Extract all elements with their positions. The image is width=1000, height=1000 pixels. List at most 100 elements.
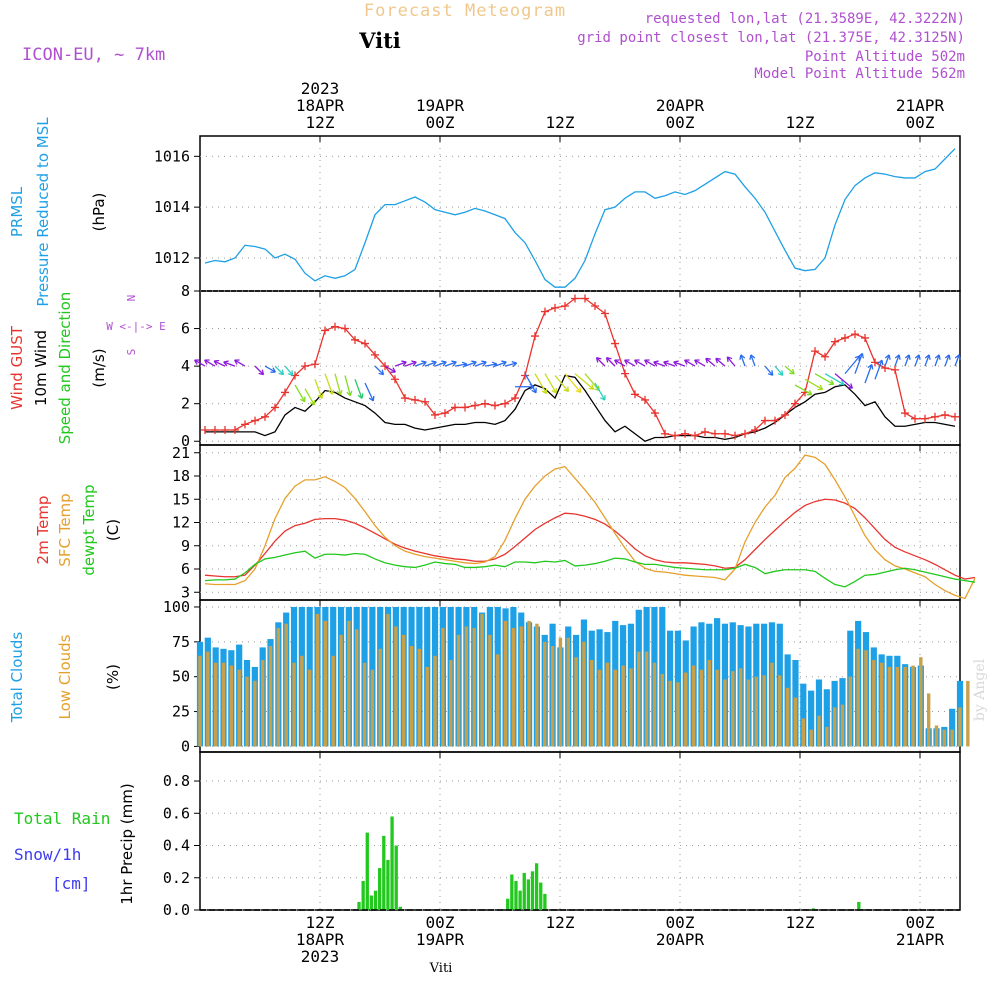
location-title: Viti xyxy=(358,28,401,53)
total-cloud-bar xyxy=(823,689,830,747)
wind-arrow-head xyxy=(368,395,375,402)
y-tick-label: 75 xyxy=(172,633,190,651)
low-cloud-bar xyxy=(817,715,821,747)
wind-arrow xyxy=(794,384,813,396)
series-line xyxy=(205,297,956,437)
wind-arrow xyxy=(494,361,507,367)
low-cloud-bar xyxy=(394,626,398,747)
series-line xyxy=(204,498,976,580)
data-point xyxy=(431,410,439,419)
wind-arrow-head xyxy=(270,367,276,373)
low-cloud-bar xyxy=(684,672,688,747)
rain-bar xyxy=(369,895,374,910)
wind-arrow xyxy=(204,359,216,367)
wind-arrow xyxy=(234,359,246,367)
wind-arrow xyxy=(705,357,716,367)
rain-bar xyxy=(378,868,382,910)
low-cloud-bar xyxy=(464,626,469,747)
wind-arrow xyxy=(294,384,306,403)
wind-arrow-head xyxy=(806,389,813,396)
low-cloud-bar xyxy=(887,666,892,747)
low-cloud-bar xyxy=(793,697,798,747)
wind-arrow-head xyxy=(511,361,518,368)
wind-arrow-head xyxy=(551,388,557,394)
low-cloud-bar xyxy=(409,646,414,747)
low-cloud-bar xyxy=(825,726,829,747)
wind-arrow-head xyxy=(663,360,669,367)
wind-arrow xyxy=(464,361,477,367)
top-time-label: 12Z xyxy=(786,113,815,132)
low-cloud-bar xyxy=(958,707,962,747)
wind-arrow-head xyxy=(634,359,640,365)
bottom-time-label: 00Z xyxy=(906,913,935,932)
low-cloud-bar xyxy=(449,659,453,747)
low-cloud-bar xyxy=(268,646,273,747)
low-cloud-bar xyxy=(527,620,531,747)
series-sfc-temp xyxy=(204,454,976,600)
top-time-label: 20APR xyxy=(656,96,705,115)
cloud-label: (%) xyxy=(104,664,122,690)
wind-arrow xyxy=(484,363,497,367)
wind-arrow xyxy=(554,375,569,392)
data-point xyxy=(571,294,579,303)
data-point xyxy=(621,369,629,378)
top-time-label: 00Z xyxy=(426,113,455,132)
bottom-time-label: 00Z xyxy=(666,913,695,932)
data-point xyxy=(361,339,369,348)
panel-frame xyxy=(199,599,961,753)
wind-arrow xyxy=(304,388,315,406)
wind-arrow-head xyxy=(789,368,795,375)
y-tick-label: 50 xyxy=(172,668,190,686)
compass-rose: N W <-|-> E S xyxy=(106,295,166,356)
wind-arrow xyxy=(854,353,863,374)
low-cloud-bar xyxy=(511,627,516,747)
wind-arrow-head xyxy=(767,370,774,376)
low-cloud-bar xyxy=(715,669,719,747)
wind-arrow-head xyxy=(705,357,711,364)
low-cloud-bar xyxy=(832,707,837,747)
y-tick-label: 25 xyxy=(172,703,190,721)
low-cloud-bar xyxy=(300,655,304,747)
series-10m-wind xyxy=(205,374,956,442)
temp-label: (C) xyxy=(104,519,122,541)
data-point xyxy=(741,429,749,438)
wind-arrow-head xyxy=(644,359,650,365)
data-point xyxy=(321,326,329,335)
low-cloud-bar xyxy=(746,679,751,747)
wind-arrow-head xyxy=(390,367,396,373)
wind-arrow xyxy=(894,354,900,367)
compass-north: N xyxy=(125,295,138,302)
wind-arrow xyxy=(673,361,686,367)
data-point xyxy=(391,375,399,384)
wind-arrow-head xyxy=(223,360,229,367)
wind-arrow-head xyxy=(600,395,606,401)
wind-arrow-head xyxy=(481,360,487,367)
wind-arrow-head xyxy=(904,354,911,360)
low-cloud-bar xyxy=(911,665,915,747)
rain-bar xyxy=(526,879,531,910)
wind-arrow xyxy=(804,378,823,390)
y-tick-label: 15 xyxy=(172,490,190,508)
wind-arrow xyxy=(864,364,873,384)
low-cloud-bar xyxy=(315,613,320,747)
low-cloud-bar xyxy=(754,676,758,747)
low-cloud-bar xyxy=(621,665,625,747)
data-point xyxy=(421,397,429,406)
data-point xyxy=(441,409,449,418)
low-cloud-bar xyxy=(597,669,602,747)
low-cloud-bar xyxy=(456,634,461,747)
data-point xyxy=(941,410,949,419)
data-point xyxy=(311,360,319,369)
wind-arrow-head xyxy=(317,393,324,399)
wind-arrow xyxy=(874,359,883,380)
wind-arrow xyxy=(354,379,363,399)
wind-arrow xyxy=(594,382,606,401)
y-tick-label: 8 xyxy=(181,282,190,300)
bottom-time-label: 12Z xyxy=(786,913,815,932)
low-cloud-bar xyxy=(221,662,226,747)
wind-arrow xyxy=(934,354,940,367)
data-point xyxy=(271,403,279,412)
panel-2: 0 2 4 6 8 xyxy=(181,282,961,450)
wind-arrow xyxy=(424,361,437,367)
